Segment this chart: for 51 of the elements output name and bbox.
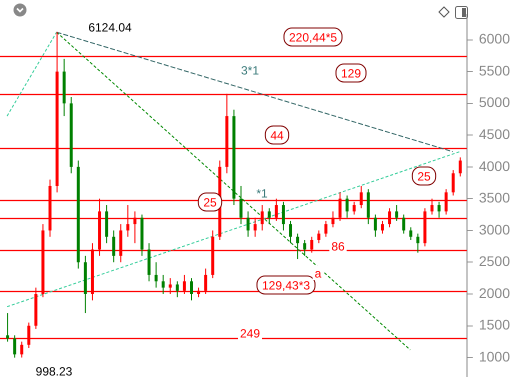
candlestick — [374, 214, 377, 238]
candlestick — [395, 204, 398, 222]
y-tick-label: 4000 — [478, 158, 510, 174]
candlestick — [162, 274, 165, 294]
annotation: 3*1 — [240, 63, 260, 78]
candlestick — [289, 220, 292, 244]
candlestick — [268, 208, 271, 225]
annotation: 44 — [270, 128, 284, 142]
y-tick-label: 4500 — [478, 126, 510, 142]
candlestick — [6, 312, 10, 342]
candlestick — [246, 210, 250, 238]
candlestick — [458, 156, 462, 177]
annotation: 129 — [340, 66, 362, 80]
candlestick — [416, 233, 420, 254]
candlestick — [303, 239, 306, 256]
candlestick — [324, 220, 328, 238]
candlestick — [317, 230, 320, 244]
annotation: 998.23 — [36, 364, 73, 378]
candlestick — [282, 201, 285, 231]
candlestick — [438, 201, 441, 218]
annotation: a — [314, 266, 322, 280]
y-tick-label: 1000 — [478, 348, 510, 364]
candlestick — [402, 214, 406, 234]
annotation: 129,43*3 — [262, 278, 310, 292]
candlestick — [240, 185, 242, 225]
candlestick — [409, 226, 412, 240]
candlestick — [112, 230, 116, 263]
y-tick-label: 1500 — [478, 316, 510, 333]
y-tick-label: 5500 — [478, 62, 510, 78]
annotation: 6124.04 — [88, 20, 132, 34]
y-tick-label: 2500 — [478, 253, 510, 270]
annotation: 86 — [331, 239, 345, 254]
candlestick — [13, 334, 16, 358]
candlestick — [20, 341, 24, 358]
candlestick — [154, 262, 158, 288]
y-tick-label: 6000 — [478, 30, 510, 47]
annotation: *1 — [256, 186, 268, 200]
y-tick-label: 5000 — [478, 94, 510, 110]
candlestick — [296, 233, 300, 260]
annotation: 249 — [240, 326, 260, 340]
candlestick — [380, 220, 384, 234]
candlestick — [190, 278, 193, 301]
annotation: 25 — [203, 195, 217, 210]
candlestick — [452, 170, 455, 196]
candlestick — [346, 195, 349, 218]
annotation: 220,44*5 — [288, 30, 338, 44]
candlestick — [176, 280, 179, 298]
y-tick-label: 3000 — [478, 221, 510, 238]
y-tick-label: 3500 — [478, 190, 510, 206]
annotation: 25 — [417, 169, 431, 184]
y-tick-label: 2000 — [478, 284, 510, 301]
